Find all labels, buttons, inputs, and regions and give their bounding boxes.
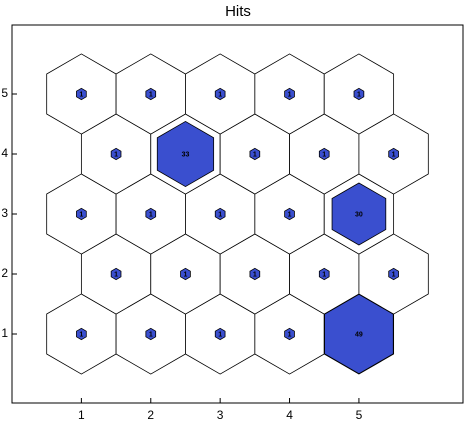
hit-hexagon xyxy=(156,120,215,188)
hit-count: 1 xyxy=(288,211,292,218)
hit-hexagon xyxy=(214,207,226,221)
hit-hexagon xyxy=(318,147,330,161)
hit-hexagon xyxy=(284,207,295,221)
hit-count: 1 xyxy=(288,91,292,98)
hit-hexagon xyxy=(110,267,122,281)
x-tick-label: 4 xyxy=(286,408,293,422)
hit-count: 1 xyxy=(392,151,396,158)
hit-hexagon xyxy=(76,87,87,101)
hit-hexagon xyxy=(249,147,261,161)
hit-count: 1 xyxy=(253,271,257,278)
hit-hexagon xyxy=(284,87,295,101)
hit-count: 1 xyxy=(218,331,222,338)
y-tick-label: 4 xyxy=(1,146,8,160)
chart-title: Hits xyxy=(225,3,251,20)
hit-count: 1 xyxy=(149,211,153,218)
y-tick-label: 1 xyxy=(1,326,8,340)
hit-hexagon xyxy=(145,207,157,221)
hit-hexagon xyxy=(388,147,399,161)
hit-hexagon xyxy=(318,267,330,281)
hit-count: 1 xyxy=(149,331,153,338)
x-tick-label: 1 xyxy=(78,408,85,422)
hit-count: 1 xyxy=(149,91,153,98)
hit-hexagon xyxy=(331,182,387,246)
hit-hexagon xyxy=(145,87,157,101)
hit-count: 33 xyxy=(182,151,190,158)
hit-hexagon xyxy=(249,267,261,281)
hit-count: 1 xyxy=(79,211,83,218)
y-tick-label: 3 xyxy=(1,206,8,220)
hit-hexagon xyxy=(388,267,399,281)
hit-count: 1 xyxy=(218,211,222,218)
hit-count: 1 xyxy=(114,271,118,278)
hit-count: 30 xyxy=(355,211,363,218)
hit-hexagon xyxy=(110,147,122,161)
hit-count: 1 xyxy=(288,331,292,338)
x-tick-label: 3 xyxy=(217,408,224,422)
hit-hexagon xyxy=(180,267,191,281)
hit-count: 1 xyxy=(218,91,222,98)
hit-count: 1 xyxy=(79,91,83,98)
hit-count: 1 xyxy=(322,271,326,278)
hit-hexagon xyxy=(284,327,295,341)
hit-count: 1 xyxy=(253,151,257,158)
hit-count: 1 xyxy=(114,151,118,158)
hit-hexagon xyxy=(353,87,365,101)
hit-hexagon xyxy=(214,87,226,101)
hit-hexagon xyxy=(76,207,87,221)
hit-hexagon xyxy=(76,327,87,341)
hit-count: 1 xyxy=(392,271,396,278)
hit-count: 1 xyxy=(184,271,188,278)
hit-count: 1 xyxy=(357,91,361,98)
y-tick-label: 5 xyxy=(1,86,8,100)
hit-count: 1 xyxy=(79,331,83,338)
x-tick-label: 2 xyxy=(147,408,154,422)
hit-hexagon xyxy=(145,327,157,341)
hit-count: 49 xyxy=(355,331,363,338)
x-tick-label: 5 xyxy=(356,408,363,422)
hit-hexagon xyxy=(214,327,226,341)
hit-count: 1 xyxy=(322,151,326,158)
y-tick-label: 2 xyxy=(1,266,8,280)
